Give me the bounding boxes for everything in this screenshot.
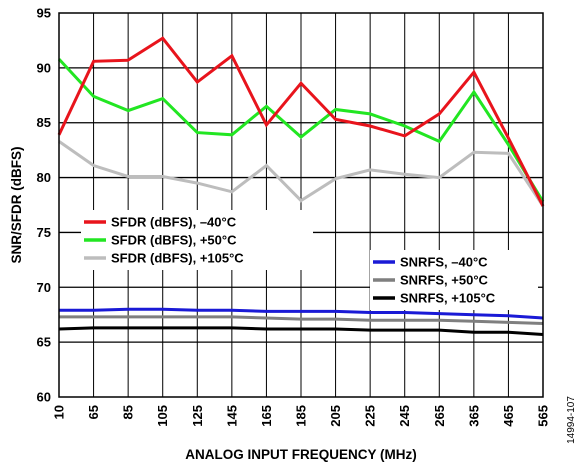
y-axis-title: SNR/SFDR (dBFS) bbox=[9, 147, 24, 264]
x-tick-label: 65 bbox=[86, 405, 101, 419]
x-tick-label: 205 bbox=[328, 405, 343, 427]
legend-box bbox=[81, 210, 313, 270]
legend-label: SNRFS, +105°C bbox=[400, 291, 496, 306]
legend-label: SFDR (dBFS), –40°C bbox=[111, 215, 237, 230]
legend-snrfs: SNRFS, –40°C SNRFS, +50°C SNRFS, +105°C bbox=[370, 250, 538, 310]
y-tick-label: 95 bbox=[37, 6, 51, 21]
legend-label: SFDR (dBFS), +50°C bbox=[111, 233, 237, 248]
x-tick-label: 465 bbox=[501, 405, 516, 427]
x-tick-label: 145 bbox=[224, 405, 239, 427]
x-tick-label: 10 bbox=[52, 405, 67, 419]
series-line-3 bbox=[59, 307, 544, 320]
x-tick-label: 125 bbox=[190, 405, 205, 427]
x-tick-label: 245 bbox=[397, 405, 412, 427]
y-tick-label: 85 bbox=[37, 115, 51, 130]
x-tick-label: 365 bbox=[466, 405, 481, 427]
x-tick-label: 225 bbox=[363, 405, 378, 427]
y-tick-label: 75 bbox=[37, 225, 51, 240]
x-tick-label: 165 bbox=[259, 405, 274, 427]
series-line-4 bbox=[59, 315, 544, 325]
x-tick-label: 265 bbox=[432, 405, 447, 427]
legend-label: SFDR (dBFS), +105°C bbox=[111, 251, 244, 266]
y-tick-label: 70 bbox=[37, 280, 51, 295]
y-tick-label: 65 bbox=[37, 335, 51, 350]
x-axis-title: ANALOG INPUT FREQUENCY (MHz) bbox=[185, 447, 417, 462]
y-tick-label: 90 bbox=[37, 60, 51, 75]
figure-id: 14994-107 bbox=[566, 396, 577, 444]
series-line-1 bbox=[57, 58, 545, 203]
legend-box bbox=[370, 250, 538, 310]
y-tick-labels: 60 65 70 75 80 85 90 95 bbox=[37, 6, 51, 405]
grid bbox=[59, 13, 543, 397]
series-line-0 bbox=[57, 36, 545, 207]
legend-label: SNRFS, –40°C bbox=[400, 255, 488, 270]
legend-sfdr: SFDR (dBFS), –40°C SFDR (dBFS), +50°C SFDR… bbox=[81, 210, 313, 270]
y-tick-label: 60 bbox=[37, 390, 51, 405]
series-line-2 bbox=[58, 140, 545, 207]
x-tick-label: 105 bbox=[155, 405, 170, 427]
x-tick-label: 185 bbox=[294, 405, 309, 427]
x-tick-labels: 10 65 85 105 125 145 165 185 205 225 245 265 365 465 5… bbox=[52, 405, 551, 427]
series-lines bbox=[57, 36, 545, 336]
plot-frame bbox=[58, 12, 544, 398]
y-tick-label: 80 bbox=[37, 170, 51, 185]
legend-label: SNRFS, +50°C bbox=[400, 273, 489, 288]
series-line-5 bbox=[58, 326, 544, 336]
x-tick-label: 565 bbox=[536, 405, 551, 427]
x-tick-label: 85 bbox=[121, 405, 136, 419]
